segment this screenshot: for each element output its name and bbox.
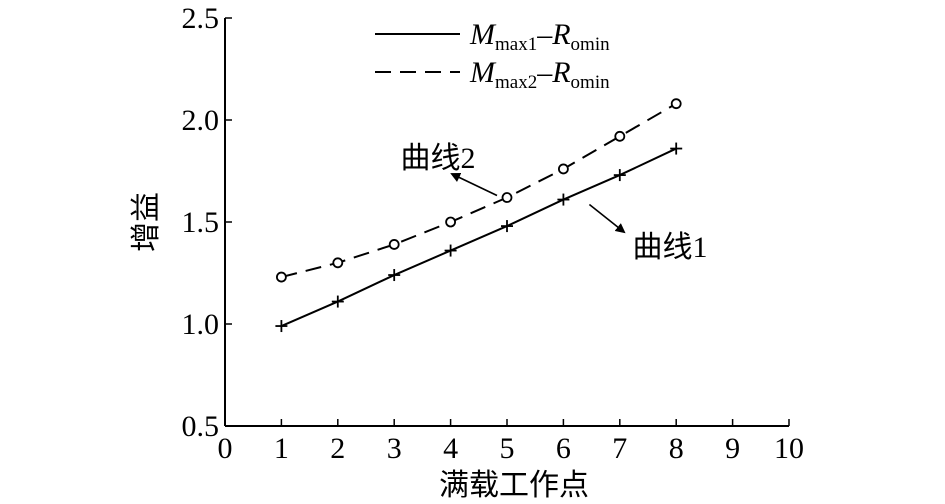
x-tick-label: 5 — [500, 432, 515, 465]
y-tick-label: 2.0 — [182, 104, 220, 137]
y-tick-label: 1.5 — [182, 206, 220, 239]
annotations: 曲线2 曲线1 — [401, 142, 708, 264]
y-tick-label: 1.0 — [182, 308, 220, 341]
series-1-point — [670, 142, 683, 155]
series-1-point — [613, 169, 626, 182]
series-2-point — [614, 130, 626, 142]
y-tick-label: 0.5 — [182, 410, 220, 443]
series-1-point — [444, 244, 457, 257]
annotation-arrow-1 — [588, 203, 626, 234]
x-tick-label: 8 — [669, 432, 684, 465]
x-axis-label: 满载工作点 — [439, 469, 589, 502]
series-1-point — [557, 193, 570, 206]
axes: 0 1 2 3 4 5 6 7 8 9 10 0.5 1.0 1.5 2.0 2.5 — [182, 2, 805, 465]
x-tick-label: 10 — [774, 432, 804, 465]
annotation-curve-2: 曲线2 — [401, 142, 476, 175]
x-tick-label: 6 — [556, 432, 571, 465]
series-layer — [275, 98, 683, 333]
series-2-point — [388, 239, 400, 250]
y-tick-label: 2.5 — [182, 2, 220, 35]
x-tick-label: 4 — [443, 432, 458, 465]
series-2-point — [445, 216, 457, 228]
x-tick-label: 3 — [387, 432, 402, 465]
legend-label-1: Mmax1–Romin — [469, 18, 610, 55]
series-1-point — [388, 269, 401, 282]
x-tick-label: 0 — [218, 432, 233, 465]
x-tick-label: 1 — [274, 432, 289, 465]
series-1-point — [331, 295, 344, 308]
series-1 — [275, 142, 683, 333]
series-1-line — [281, 147, 677, 327]
x-tick-label: 9 — [725, 432, 740, 465]
x-tick-label: 7 — [612, 432, 627, 465]
series-2-point — [558, 163, 569, 175]
series-1-point — [275, 320, 288, 333]
series-2 — [275, 98, 682, 283]
series-2-point — [275, 271, 287, 283]
legend-label-2: Mmax2–Romin — [469, 56, 610, 93]
series-2-point — [670, 98, 682, 110]
series-1-point — [501, 220, 513, 233]
series-2-point — [501, 192, 513, 203]
series-2-point — [332, 257, 344, 269]
annotation-arrow-2 — [450, 172, 498, 197]
series-2-line — [281, 102, 677, 279]
y-axis-label: 增益 — [130, 192, 163, 252]
annotation-curve-1: 曲线1 — [633, 231, 708, 264]
x-tick-label: 2 — [330, 432, 345, 465]
